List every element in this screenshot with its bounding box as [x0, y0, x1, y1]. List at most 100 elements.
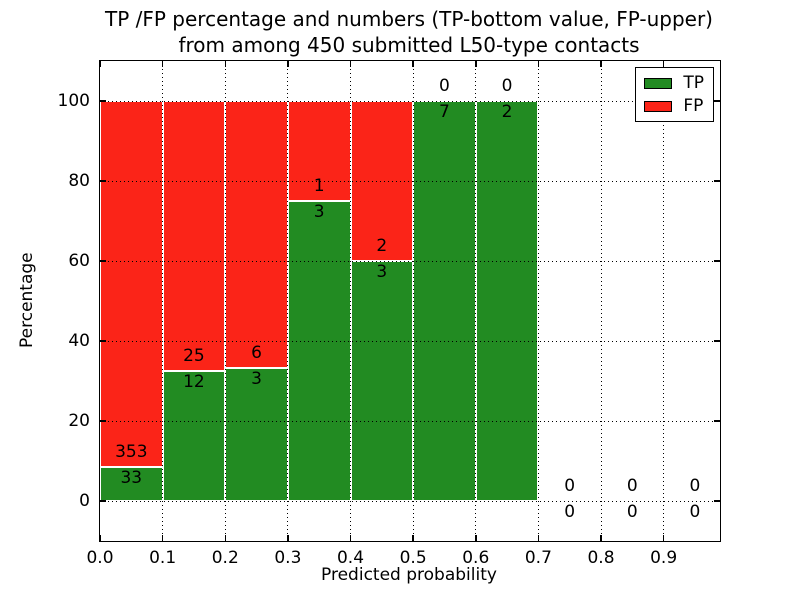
legend-entry-fp: FP: [644, 97, 704, 115]
x-tick-label: 0.3: [274, 548, 302, 568]
y-tick-mark: [100, 100, 106, 102]
tp-bar-segment: [350, 261, 414, 501]
tp-count-label: 2: [501, 102, 513, 122]
v-gridline: [663, 61, 665, 541]
v-gridline: [475, 61, 477, 541]
h-gridline: [100, 180, 720, 182]
fp-legend-label: FP: [683, 96, 704, 116]
x-tick-mark: [600, 535, 602, 541]
fp-count-label: 0: [501, 76, 513, 96]
v-gridline: [600, 61, 602, 541]
fp-count-label: 353: [115, 441, 148, 462]
x-tick-mark: [224, 535, 226, 541]
fp-bar-segment: [225, 101, 288, 368]
plot-area: TP FP 0.0 0.1 0.2 0.3 0.4 0.5 0.6 0.7 0.8 0.9 0 20 4…: [58, 60, 721, 568]
h-gridline: [100, 340, 720, 342]
x-tick-mark: [600, 61, 602, 67]
x-tick-label: 0.8: [587, 548, 615, 568]
tp-count-label: 3: [376, 262, 388, 282]
tp-bar-segment: [413, 101, 476, 501]
tp-count-label: 0: [564, 502, 576, 522]
y-tick-mark: [714, 100, 720, 102]
fp-count-label: 0: [564, 476, 576, 496]
y-tick-mark: [100, 340, 106, 342]
y-tick-label: 40: [68, 331, 90, 351]
legend-entry-tp: TP: [644, 74, 704, 92]
h-gridline: [100, 100, 720, 102]
y-tick-mark: [100, 180, 106, 182]
x-tick-label: 0.0: [86, 548, 114, 568]
fp-bar-segment: [162, 101, 226, 372]
tp-bar-segment: [100, 466, 163, 501]
tp-bar-segment: [475, 101, 539, 501]
fp-count-label: 0: [626, 476, 638, 496]
y-tick-label: 100: [57, 91, 90, 111]
x-tick-label: 0.6: [462, 548, 490, 568]
tp-count-label: 33: [120, 467, 143, 488]
tp-count-label: 7: [439, 102, 450, 122]
y-tick-mark: [714, 340, 720, 342]
y-tick-mark: [714, 180, 720, 182]
x-tick-mark: [412, 61, 414, 67]
x-tick-mark: [662, 535, 665, 541]
tp-bar-segment: [162, 371, 226, 501]
x-tick-label: 0.2: [211, 548, 239, 568]
x-tick-mark: [537, 535, 540, 541]
y-tick-mark: [714, 260, 720, 262]
v-gridline: [224, 61, 226, 541]
y-tick-mark: [100, 500, 106, 502]
v-gridline: [350, 61, 351, 541]
x-tick-mark: [349, 61, 352, 67]
x-tick-mark: [349, 535, 352, 541]
x-tick-label: 0.9: [650, 548, 678, 568]
legend: TP FP: [635, 67, 714, 122]
h-gridline: [100, 260, 720, 262]
x-tick-mark: [161, 61, 164, 67]
y-tick-mark: [714, 420, 720, 422]
x-tick-mark: [537, 61, 540, 67]
tp-count-label: 0: [626, 502, 638, 522]
x-tick-mark: [412, 535, 414, 541]
tp-count-label: 12: [183, 372, 205, 393]
tp-count-label: 3: [313, 202, 325, 222]
x-tick-label: 0.7: [524, 548, 552, 568]
tp-bar-segment: [287, 201, 351, 501]
tp-count-label: 0: [689, 502, 701, 522]
chart-title: TP /FP percentage and numbers (TP-bottom…: [99, 6, 719, 58]
tp-count-label: 3: [251, 368, 262, 389]
x-tick-label: 0.4: [336, 548, 365, 568]
x-tick-mark: [224, 61, 226, 67]
y-tick-label: 60: [68, 251, 90, 271]
fp-count-label: 2: [376, 236, 388, 256]
v-gridline: [162, 61, 164, 541]
x-tick-mark: [475, 535, 477, 541]
x-tick-mark: [662, 61, 665, 67]
x-tick-label: 0.5: [399, 548, 427, 568]
y-axis-label: Percentage: [17, 252, 37, 348]
y-tick-mark: [100, 260, 106, 262]
y-tick-label: 0: [79, 491, 90, 511]
x-tick-mark: [99, 535, 101, 541]
fp-count-label: 1: [313, 176, 325, 196]
chart-title-line2: from among 450 submitted L50-type contac…: [178, 33, 640, 57]
chart-title-line1: TP /FP percentage and numbers (TP-bottom…: [105, 7, 713, 31]
x-tick-mark: [475, 61, 477, 67]
v-gridline: [287, 61, 289, 541]
x-tick-mark: [287, 535, 289, 541]
tp-legend-label: TP: [683, 73, 704, 93]
fp-count-label: 25: [183, 346, 205, 367]
fp-count-label: 6: [251, 342, 262, 363]
h-gridline: [100, 500, 720, 502]
h-gridline: [100, 420, 720, 422]
y-tick-label: 80: [68, 171, 90, 191]
fp-count-label: 0: [439, 76, 450, 96]
x-tick-mark: [161, 535, 164, 541]
x-tick-mark: [287, 61, 289, 67]
y-tick-label: 20: [68, 411, 90, 431]
y-tick-mark: [714, 500, 720, 502]
v-gridline: [537, 61, 539, 541]
v-gridline: [412, 61, 414, 541]
fp-bar-segment: [100, 101, 163, 467]
fp-legend-swatch-icon: [644, 100, 673, 112]
